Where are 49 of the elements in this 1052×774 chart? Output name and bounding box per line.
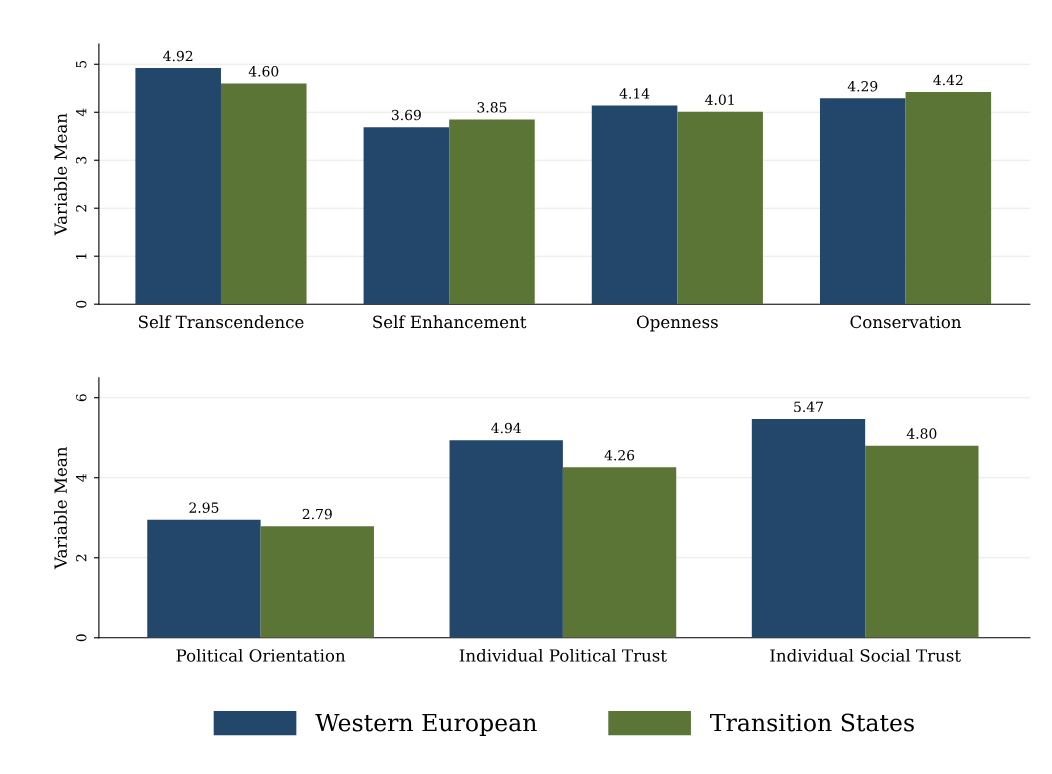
bar xyxy=(363,127,450,305)
y-tick-label: 2 xyxy=(75,205,87,212)
data-label: 5.47 xyxy=(794,401,823,413)
x-tick-label: Political Orientation xyxy=(176,648,346,662)
x-tick-label: Openness xyxy=(636,315,718,332)
data-label: 3.69 xyxy=(391,109,421,121)
bar xyxy=(865,445,979,638)
bar xyxy=(905,92,992,305)
y-tick-label: 1 xyxy=(75,253,87,259)
y-axis-title: Variable Mean xyxy=(54,113,67,236)
y-tick-label: 6 xyxy=(75,394,87,402)
data-label: 2.95 xyxy=(189,502,219,513)
legend-label: Transition States xyxy=(710,713,914,732)
x-tick-label: Self Enhancement xyxy=(373,315,527,329)
data-label: 4.80 xyxy=(906,428,937,439)
bar xyxy=(591,105,678,305)
data-label: 2.79 xyxy=(302,508,332,520)
bar xyxy=(751,418,866,638)
y-tick-label: 5 xyxy=(76,60,87,68)
y-tick-label: 0 xyxy=(75,300,87,308)
bar xyxy=(147,519,261,638)
y-axis-title: Variable Mean xyxy=(54,446,67,570)
data-label: 4.94 xyxy=(491,422,521,434)
data-label: 4.42 xyxy=(933,74,963,86)
bar xyxy=(135,68,221,305)
data-label: 4.01 xyxy=(705,94,734,105)
bar xyxy=(562,467,677,638)
data-label: 4.92 xyxy=(163,50,193,62)
bar xyxy=(260,526,374,638)
x-tick-label: Self Transcendence xyxy=(138,315,304,329)
y-tick-label: 4 xyxy=(75,108,87,117)
data-label: 4.60 xyxy=(248,66,279,77)
x-tick-label: Individual Social Trust xyxy=(770,648,961,662)
y-tick-label: 4 xyxy=(75,474,87,482)
legend-label: Western European xyxy=(315,713,537,737)
x-tick-label: Individual Political Trust xyxy=(459,648,667,662)
data-label: 4.14 xyxy=(619,88,650,99)
y-tick-label: 3 xyxy=(75,156,87,164)
bar xyxy=(449,119,535,305)
bar xyxy=(819,98,906,305)
bar xyxy=(449,440,563,638)
data-label: 4.26 xyxy=(604,449,635,461)
data-label: 4.29 xyxy=(847,80,878,92)
x-tick-label: Conservation xyxy=(850,315,962,329)
bar xyxy=(677,111,763,305)
y-tick-label: 0 xyxy=(75,634,87,642)
bar xyxy=(220,83,307,305)
y-tick-label: 2 xyxy=(75,554,87,562)
data-label: 3.85 xyxy=(477,102,507,113)
